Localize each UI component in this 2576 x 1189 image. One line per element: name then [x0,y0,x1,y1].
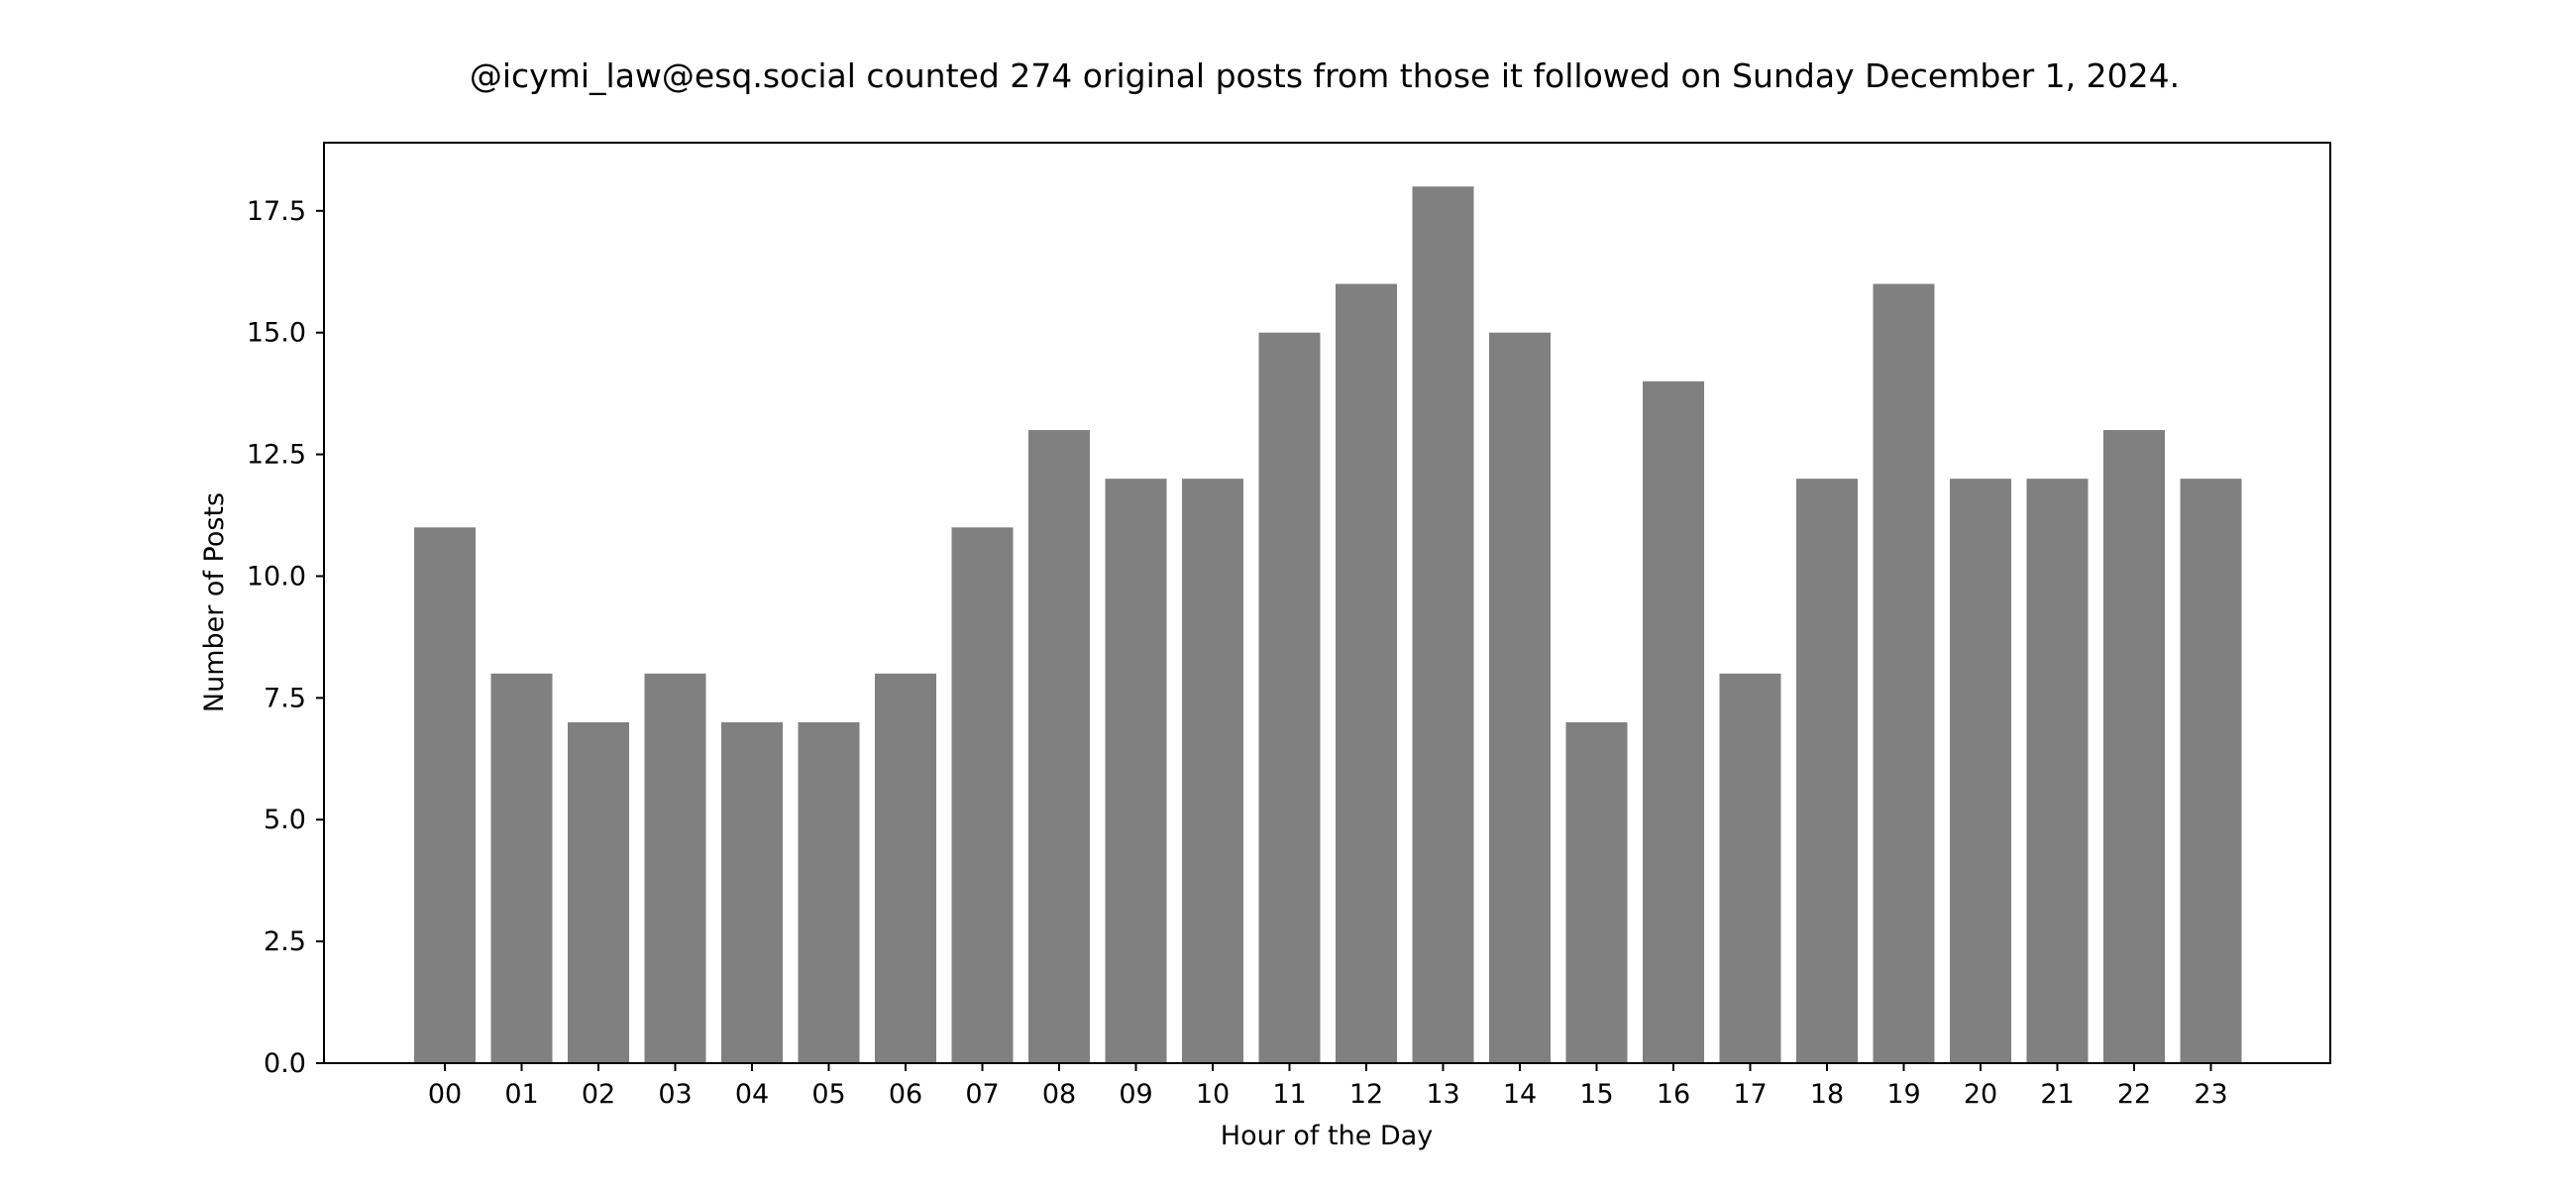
x-tick-label-16: 16 [1657,1079,1690,1110]
x-tick-label-07: 07 [965,1079,999,1110]
y-tick-label-17.5: 17.5 [247,196,306,227]
x-tick-label-08: 08 [1042,1079,1076,1110]
plot-area-frame [323,142,2331,1064]
x-tick-label-09: 09 [1119,1079,1152,1110]
x-tick-label-13: 13 [1426,1079,1459,1110]
bars-group [414,186,2242,1064]
x-tick-label-10: 10 [1196,1079,1230,1110]
bar-hour-17 [1719,673,1781,1063]
x-tick-label-20: 20 [1964,1079,1997,1110]
x-axis-label: Hour of the Day [1221,1121,1433,1151]
bar-hour-15 [1565,721,1628,1063]
y-tick-label-2.5: 2.5 [264,926,306,957]
chart-title: @icymi_law@esq.social counted 274 origin… [470,56,2180,95]
bar-hour-06 [875,673,936,1063]
x-tick-label-06: 06 [889,1079,922,1110]
x-tick-label-04: 04 [735,1079,769,1110]
x-tick-label-12: 12 [1349,1079,1383,1110]
x-tick-label-23: 23 [2194,1079,2227,1110]
bar-hour-07 [951,527,1014,1063]
y-tick-label-12.5: 12.5 [247,440,306,471]
bar-hour-01 [490,673,553,1063]
x-tick-label-18: 18 [1810,1079,1844,1110]
bar-hour-14 [1489,332,1551,1063]
bar-hour-04 [721,721,783,1063]
bar-hour-08 [1028,430,1090,1063]
bar-hour-10 [1182,479,1243,1063]
x-axis-ticks: 00 01 02 03 04 05 06 07 08 09 10 11 12 13 14 15 16 17 18 19… [428,1063,2228,1110]
x-tick-label-22: 22 [2117,1079,2151,1110]
x-tick-label-21: 21 [2040,1079,2074,1110]
bar-hour-13 [1412,186,1474,1064]
bar-hour-02 [568,721,629,1063]
y-axis-label: Number of Posts [199,492,230,712]
bar-hour-05 [798,721,860,1063]
x-tick-label-19: 19 [1886,1079,1920,1110]
bar-hour-22 [2103,430,2165,1063]
bar-hour-23 [2180,479,2242,1063]
bar-hour-19 [1873,283,1935,1063]
y-axis-ticks: 0.0 2.5 5.0 7.5 10.0 12.5 15.0 17.5 [247,196,324,1079]
bar-hour-12 [1336,283,1397,1063]
x-tick-label-00: 00 [428,1079,462,1110]
x-tick-label-02: 02 [582,1079,615,1110]
bar-hour-03 [644,673,706,1063]
bar-hour-21 [2026,479,2089,1063]
y-tick-label-7.5: 7.5 [264,683,306,713]
bar-hour-20 [1950,479,2011,1063]
bar-hour-00 [414,527,476,1063]
x-tick-label-15: 15 [1579,1079,1613,1110]
x-tick-label-14: 14 [1503,1079,1537,1110]
y-tick-label-15.0: 15.0 [247,318,306,349]
x-tick-label-11: 11 [1272,1079,1306,1110]
y-tick-label-10.0: 10.0 [247,561,306,592]
y-tick-label-5.0: 5.0 [264,805,306,835]
bar-hour-18 [1796,479,1858,1063]
x-tick-label-17: 17 [1733,1079,1767,1110]
y-tick-label-0.0: 0.0 [264,1048,306,1079]
x-tick-label-05: 05 [811,1079,845,1110]
x-tick-label-03: 03 [658,1079,692,1110]
bar-hour-11 [1258,332,1321,1063]
bar-hour-16 [1643,380,1704,1064]
x-tick-label-01: 01 [504,1079,538,1110]
bar-hour-09 [1105,479,1167,1063]
